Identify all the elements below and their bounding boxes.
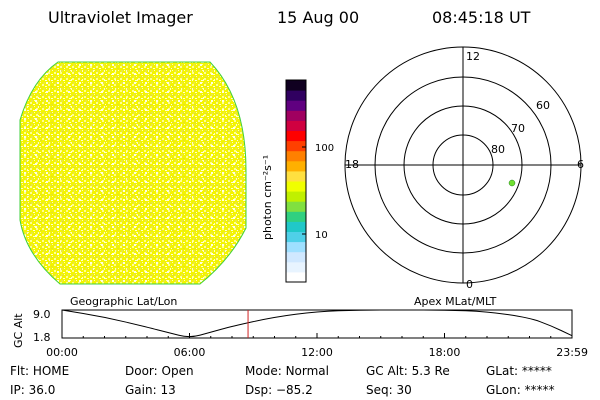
colorbar-tick-100: 100 <box>315 143 334 154</box>
colorbar-tick-10: 10 <box>315 230 328 241</box>
colorbar-swatch <box>286 201 306 212</box>
altitude-x-tick-labels: 00:00 06:00 12:00 18:00 23:59 <box>46 346 588 359</box>
colorbar-swatch <box>286 110 306 121</box>
altitude-ymin: 1.8 <box>33 331 51 344</box>
altitude-ylabel: GC Alt <box>12 313 25 348</box>
dsp-value: −85.2 <box>275 383 313 397</box>
altitude-x-tick-label: 06:00 <box>174 346 206 359</box>
colorbar-swatch <box>286 100 306 111</box>
colorbar-swatch <box>286 241 306 253</box>
colorbar-swatch <box>286 211 306 222</box>
seq-value: 30 <box>396 383 412 397</box>
gcalt-label: GC Alt: <box>366 364 408 378</box>
date-label: 15 Aug 00 <box>277 8 360 27</box>
info-mode: Mode: Normal <box>245 364 329 378</box>
colorbar-swatch <box>286 221 306 232</box>
flt-label: Flt: <box>10 364 29 378</box>
polar-data-point <box>508 179 516 187</box>
altitude-x-tick-label: 23:59 <box>556 346 588 359</box>
dsp-label: Dsp: <box>245 383 273 397</box>
colorbar-swatch <box>286 271 306 283</box>
glon-label: GLon: <box>486 383 521 397</box>
polar-label-0: 0 <box>466 278 473 291</box>
altitude-curve <box>61 309 573 338</box>
info-glon: GLon: ***** <box>486 383 555 397</box>
colorbar-unit-label: photon cm⁻²s⁻¹ <box>261 155 274 240</box>
gain-label: Gain: <box>125 383 157 397</box>
colorbar-frame <box>285 79 307 283</box>
ip-label: IP: <box>10 383 25 397</box>
colorbar-swatch <box>286 80 306 91</box>
altitude-right-title: Apex MLat/MLT <box>414 295 497 308</box>
altitude-ymax: 9.0 <box>33 308 51 321</box>
info-glat: GLat: ***** <box>486 364 552 378</box>
door-value: Open <box>161 364 194 378</box>
glat-value: ***** <box>521 364 552 378</box>
colorbar-swatch <box>286 150 306 162</box>
colorbar-swatch <box>286 170 306 182</box>
polar-ring-label-70: 70 <box>511 122 525 135</box>
altitude-x-tick-label: 12:00 <box>301 346 333 359</box>
polar-label-18: 18 <box>345 158 359 171</box>
uv-image <box>19 61 247 285</box>
colorbar-swatch <box>286 120 306 131</box>
polar-ring-label-60: 60 <box>536 99 550 112</box>
mode-value: Normal <box>285 364 329 378</box>
info-flt: Flt: HOME <box>10 364 69 378</box>
colorbar <box>285 79 307 283</box>
colorbar-swatch <box>286 231 306 243</box>
altitude-x-tick-label: 00:00 <box>46 346 78 359</box>
ip-value: 36.0 <box>28 383 56 397</box>
colorbar-swatch <box>286 191 306 202</box>
polar-plot <box>344 46 582 284</box>
seq-label: Seq: <box>366 383 393 397</box>
gcalt-value: 5.3 Re <box>411 364 450 378</box>
altitude-ticks <box>61 333 573 338</box>
gain-value: 13 <box>160 383 176 397</box>
glon-value: ***** <box>524 383 555 397</box>
info-gain: Gain: 13 <box>125 383 176 397</box>
colorbar-swatch <box>286 261 306 273</box>
polar-ring-label-80: 80 <box>491 143 505 156</box>
door-label: Door: <box>125 364 158 378</box>
colorbar-swatch <box>286 130 306 142</box>
mode-label: Mode: <box>245 364 282 378</box>
colorbar-swatch <box>286 90 306 101</box>
polar-label-6: 6 <box>577 158 584 171</box>
glat-label: GLat: <box>486 364 519 378</box>
colorbar-swatch <box>286 181 306 192</box>
info-dsp: Dsp: −85.2 <box>245 383 313 397</box>
altitude-x-tick-label: 18:00 <box>429 346 461 359</box>
info-ip: IP: 36.0 <box>10 383 55 397</box>
time-label: 08:45:18 UT <box>432 8 531 27</box>
info-gcalt: GC Alt: 5.3 Re <box>366 364 450 378</box>
colorbar-swatch <box>286 160 306 172</box>
colorbar-swatch <box>286 140 306 152</box>
altitude-left-title: Geographic Lat/Lon <box>70 295 177 308</box>
polar-label-12: 12 <box>466 50 480 63</box>
instrument-title: Ultraviolet Imager <box>48 8 193 27</box>
info-seq: Seq: 30 <box>366 383 412 397</box>
info-door: Door: Open <box>125 364 194 378</box>
colorbar-swatch <box>286 251 306 263</box>
flt-value: HOME <box>32 364 70 378</box>
